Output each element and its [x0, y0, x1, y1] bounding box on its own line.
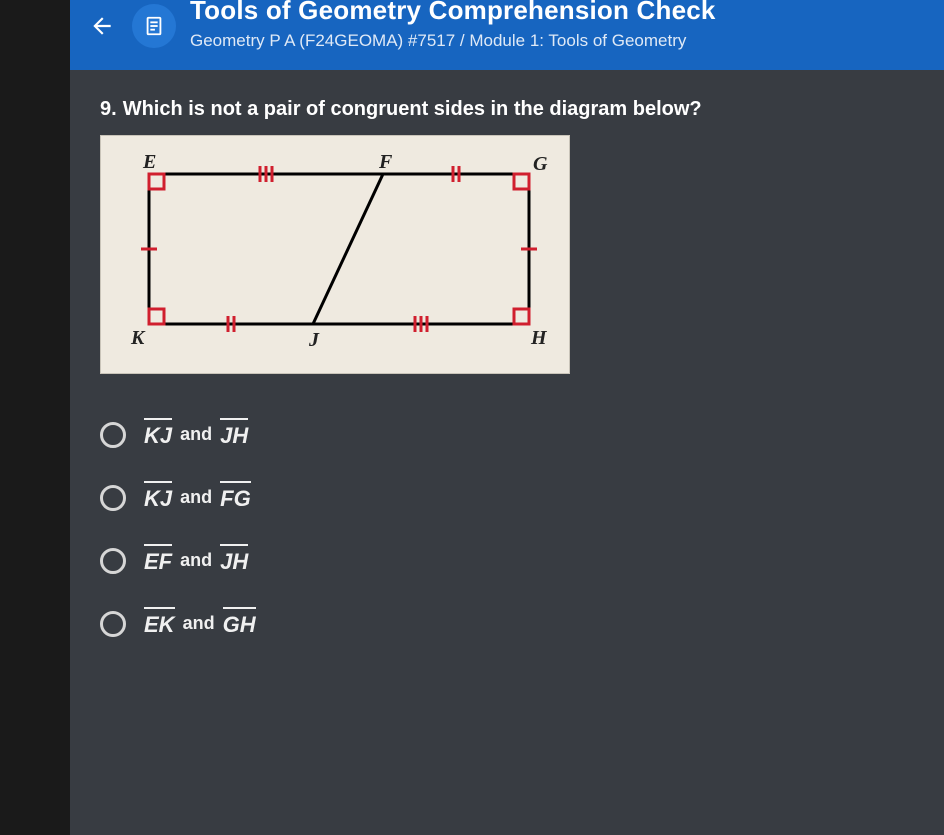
- radio-button[interactable]: [100, 485, 126, 511]
- header-text: Tools of Geometry Comprehension Check Ge…: [190, 0, 716, 51]
- svg-text:E: E: [142, 151, 156, 173]
- diagram-card: E F G K J H: [100, 135, 570, 374]
- arrow-left-icon: [89, 13, 115, 39]
- and-word: and: [180, 550, 212, 571]
- document-badge: [132, 4, 176, 48]
- segment-1: EK: [144, 609, 175, 638]
- svg-text:H: H: [530, 327, 548, 349]
- question-number: 9.: [100, 98, 117, 121]
- document-icon: [143, 15, 165, 37]
- svg-text:J: J: [308, 329, 320, 350]
- radio-button[interactable]: [100, 548, 126, 574]
- svg-text:G: G: [533, 153, 548, 175]
- option-label: EF and JH: [144, 546, 248, 575]
- geometry-diagram: E F G K J H: [119, 150, 549, 350]
- header-bar: Tools of Geometry Comprehension Check Ge…: [70, 0, 944, 70]
- segment-2: JH: [220, 420, 248, 449]
- answer-option[interactable]: EF and JH: [100, 546, 914, 575]
- segment-1: EF: [144, 546, 172, 575]
- main-panel: Tools of Geometry Comprehension Check Ge…: [70, 0, 944, 835]
- segment-1: KJ: [144, 483, 172, 512]
- page-title: Tools of Geometry Comprehension Check: [190, 0, 716, 25]
- option-label: KJ and FG: [144, 483, 251, 512]
- segment-2: JH: [220, 546, 248, 575]
- question-row: 9. Which is not a pair of congruent side…: [100, 98, 914, 121]
- left-gutter: [0, 0, 70, 835]
- content-area: 9. Which is not a pair of congruent side…: [70, 70, 944, 700]
- back-button[interactable]: [80, 4, 124, 48]
- segment-1: KJ: [144, 420, 172, 449]
- options-list: KJ and JH KJ and FG EF and JH EK and GH: [100, 420, 914, 638]
- svg-text:F: F: [378, 151, 393, 173]
- segment-2: FG: [220, 483, 251, 512]
- radio-button[interactable]: [100, 422, 126, 448]
- segment-2: GH: [223, 609, 256, 638]
- option-label: EK and GH: [144, 609, 256, 638]
- answer-option[interactable]: KJ and JH: [100, 420, 914, 449]
- answer-option[interactable]: KJ and FG: [100, 483, 914, 512]
- answer-option[interactable]: EK and GH: [100, 609, 914, 638]
- and-word: and: [183, 613, 215, 634]
- and-word: and: [180, 487, 212, 508]
- option-label: KJ and JH: [144, 420, 248, 449]
- svg-text:K: K: [130, 327, 146, 349]
- and-word: and: [180, 424, 212, 445]
- breadcrumb: Geometry P A (F24GEOMA) #7517 / Module 1…: [190, 31, 716, 51]
- radio-button[interactable]: [100, 611, 126, 637]
- question-text: Which is not a pair of congruent sides i…: [123, 98, 702, 121]
